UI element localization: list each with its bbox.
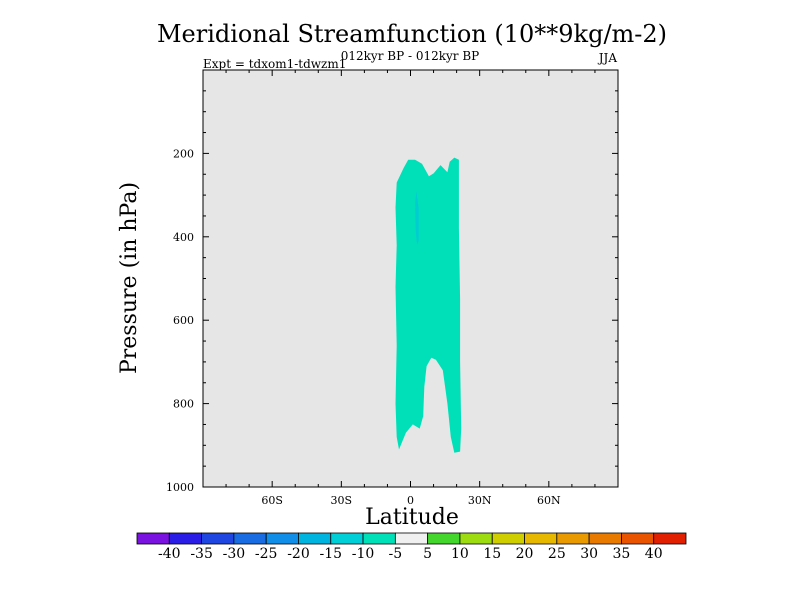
contour-layer: [395, 157, 462, 453]
colorbar-swatch: [556, 532, 590, 545]
colorbar-swatch: [621, 532, 655, 545]
x-tick-label: 60S: [261, 494, 283, 507]
colorbar-label: 35: [612, 546, 630, 562]
colorbar-swatch: [265, 532, 299, 545]
colorbar-label: 15: [483, 546, 501, 562]
x-tick-label: 60N: [537, 494, 561, 507]
colorbar-label: 5: [423, 546, 432, 562]
colorbar-swatch: [136, 532, 170, 545]
colorbar-swatch: [233, 532, 267, 545]
colorbar-label: -25: [255, 546, 278, 562]
colorbar-label: -40: [158, 546, 181, 562]
colorbar-label: 25: [548, 546, 566, 562]
y-tick-label: 600: [173, 314, 194, 327]
y-tick-label: 400: [173, 231, 194, 244]
colorbar-label: 10: [451, 546, 469, 562]
chart-title: Meridional Streamfunction (10**9kg/m-2): [157, 20, 667, 48]
colorbar: [136, 532, 687, 545]
colorbar-swatch: [330, 532, 364, 545]
colorbar-labels: -40 -35 -30 -25 -20 -15 -10 -5 5 10 15 20 25 30 35 40: [158, 546, 663, 562]
colorbar-swatch: [459, 532, 493, 545]
colorbar-swatch: [524, 532, 558, 545]
x-tick-label: 30S: [331, 494, 353, 507]
contour-region-minus-15-to-minus-10: [415, 190, 419, 246]
x-axis-label: Latitude: [365, 505, 459, 530]
colorbar-swatch: [588, 532, 622, 545]
colorbar-label: -5: [389, 546, 403, 562]
colorbar-swatch: [491, 532, 525, 545]
colorbar-label: -35: [190, 546, 213, 562]
colorbar-label: 30: [580, 546, 598, 562]
x-tick-label: 30N: [468, 494, 492, 507]
period-label: 012kyr BP - 012kyr BP: [341, 49, 479, 63]
x-tick-labels: 60S 30S 0 30N 60N: [261, 494, 561, 507]
colorbar-swatch: [427, 532, 461, 545]
experiment-label: Expt = tdxom1-tdwzm1: [203, 57, 346, 71]
colorbar-swatch: [298, 532, 332, 545]
y-tick-label: 200: [173, 147, 194, 160]
contour-region-minus-10-to-minus-5: [395, 157, 462, 453]
colorbar-swatch: [201, 532, 235, 545]
x-tick-label: 0: [407, 494, 414, 507]
colorbar-label: -10: [352, 546, 375, 562]
colorbar-label: -20: [287, 546, 310, 562]
colorbar-label: 20: [516, 546, 534, 562]
season-label: JJA: [597, 51, 618, 65]
colorbar-label: 40: [645, 546, 663, 562]
colorbar-swatch: [394, 532, 429, 545]
y-tick-label: 1000: [166, 481, 194, 494]
colorbar-label: -15: [319, 546, 342, 562]
colorbar-swatch: [653, 532, 687, 545]
y-tick-label: 800: [173, 398, 194, 411]
axis-ticks: [203, 70, 618, 487]
colorbar-swatch: [168, 532, 202, 545]
y-tick-labels: 200 400 600 800 1000: [166, 147, 194, 494]
colorbar-label: -30: [223, 546, 246, 562]
y-axis-label: Pressure (in hPa): [117, 182, 142, 374]
colorbar-swatch: [362, 532, 396, 545]
